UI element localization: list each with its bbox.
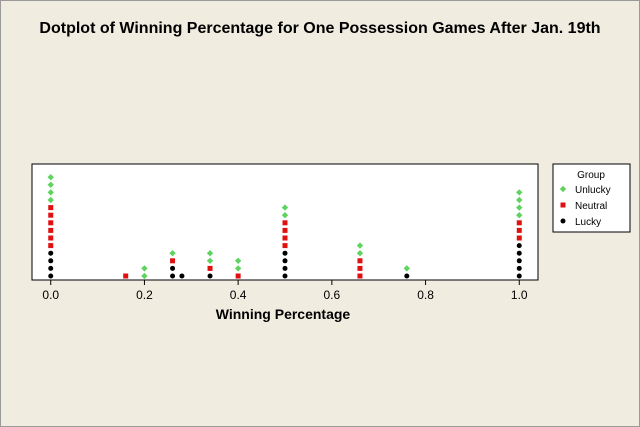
x-tick-label: 0.6 — [324, 288, 341, 302]
legend-label-lucky: Lucky — [575, 217, 601, 228]
dot-unlucky — [356, 242, 364, 249]
dot-unlucky — [47, 181, 54, 188]
dot-lucky — [48, 258, 54, 264]
dot-neutral — [282, 220, 288, 226]
x-tick-label: 0.4 — [230, 288, 247, 302]
dot-neutral — [282, 227, 288, 233]
legend-marker-neutral — [560, 202, 566, 208]
dot-neutral — [123, 273, 129, 279]
dot-unlucky — [47, 174, 54, 181]
dot-lucky — [516, 265, 522, 271]
dot-unlucky — [516, 212, 523, 219]
x-tick-label: 0.2 — [136, 288, 153, 302]
dot-lucky — [170, 273, 176, 279]
dot-neutral — [516, 235, 522, 241]
x-axis-title: Winning Percentage — [216, 306, 351, 322]
dot-neutral — [357, 258, 363, 264]
dot-neutral — [48, 212, 54, 218]
dot-unlucky — [234, 265, 242, 272]
dot-unlucky — [141, 272, 148, 280]
x-tick-label: 0.8 — [417, 288, 434, 302]
legend-label-neutral: Neutral — [575, 201, 607, 212]
dot-neutral — [48, 220, 54, 226]
dot-neutral — [48, 227, 54, 233]
dot-unlucky — [516, 204, 523, 211]
dot-neutral — [207, 265, 213, 271]
dot-lucky — [48, 250, 54, 256]
legend-marker-unlucky — [559, 185, 567, 193]
chart-title: Dotplot of Winning Percentage for One Po… — [39, 20, 601, 37]
dot-lucky — [516, 273, 522, 279]
dot-lucky — [48, 273, 54, 279]
dot-unlucky — [47, 196, 54, 204]
dot-lucky — [282, 250, 288, 256]
dot-lucky — [48, 265, 54, 271]
dot-neutral — [282, 243, 288, 249]
dot-unlucky — [516, 196, 523, 204]
dot-lucky — [179, 273, 185, 279]
dot-neutral — [516, 220, 522, 226]
dot-lucky — [516, 243, 522, 249]
dot-unlucky — [516, 189, 523, 196]
dot-unlucky — [141, 265, 148, 272]
dot-lucky — [282, 273, 288, 279]
dot-neutral — [170, 258, 176, 264]
dot-unlucky — [403, 265, 411, 272]
dot-lucky — [207, 273, 213, 279]
dot-lucky — [282, 258, 288, 264]
dot-unlucky — [356, 250, 364, 257]
legend-title: Group — [577, 170, 605, 181]
legend-marker-lucky — [560, 218, 566, 224]
dot-neutral — [282, 235, 288, 241]
dot-lucky — [282, 265, 288, 271]
dot-lucky — [170, 265, 176, 271]
dot-neutral — [516, 227, 522, 233]
x-tick-label: 1.0 — [511, 288, 528, 302]
legend-label-unlucky: Unlucky — [575, 185, 611, 196]
dot-unlucky — [281, 204, 289, 211]
legend-box — [552, 163, 631, 233]
dot-unlucky — [206, 250, 214, 257]
dot-lucky — [404, 273, 410, 279]
dot-neutral — [48, 235, 54, 241]
dot-unlucky — [169, 250, 176, 257]
dot-unlucky — [47, 189, 54, 196]
dot-neutral — [235, 273, 241, 279]
dot-lucky — [516, 250, 522, 256]
dot-neutral — [48, 243, 54, 249]
dot-unlucky — [206, 257, 214, 264]
dot-unlucky — [281, 212, 289, 219]
dot-neutral — [357, 265, 363, 271]
x-tick-label: 0.0 — [42, 288, 59, 302]
dot-neutral — [357, 273, 363, 279]
dot-neutral — [48, 205, 54, 211]
dot-unlucky — [234, 257, 242, 264]
dot-lucky — [516, 258, 522, 264]
